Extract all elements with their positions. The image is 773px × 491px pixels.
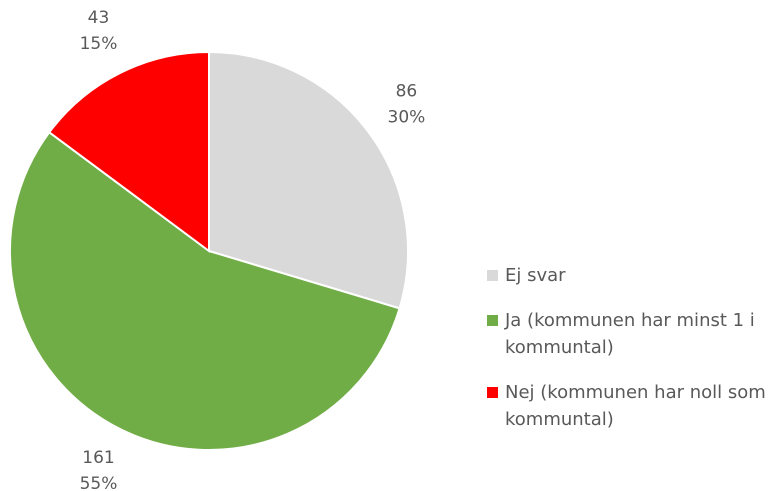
percent-label: 55% xyxy=(80,474,118,491)
percent-label: 30% xyxy=(388,107,426,127)
pie-slice xyxy=(9,130,401,452)
legend-item: Ej svar xyxy=(487,262,772,289)
data-label: 161 xyxy=(82,448,114,468)
percent-label: 15% xyxy=(80,34,118,54)
legend-label: Ja (kommunen har minst 1 i kommuntal) xyxy=(505,310,755,358)
legend-item: Ja (kommunen har minst 1 i kommuntal) xyxy=(487,307,772,361)
data-label: 86 xyxy=(396,81,418,101)
legend-label: Ej svar xyxy=(505,265,566,286)
legend-item: Nej (kommunen har noll som kommuntal) xyxy=(487,379,772,433)
pie-slice xyxy=(47,50,210,253)
pie-slice xyxy=(208,50,409,310)
legend-swatch xyxy=(487,315,498,326)
legend-label: Nej (kommunen har noll som kommuntal) xyxy=(505,382,766,430)
legend: Ej svar Ja (kommunen har minst 1 i kommun… xyxy=(487,262,772,451)
legend-swatch xyxy=(487,387,498,398)
data-label: 43 xyxy=(88,8,110,28)
legend-swatch xyxy=(487,270,498,281)
